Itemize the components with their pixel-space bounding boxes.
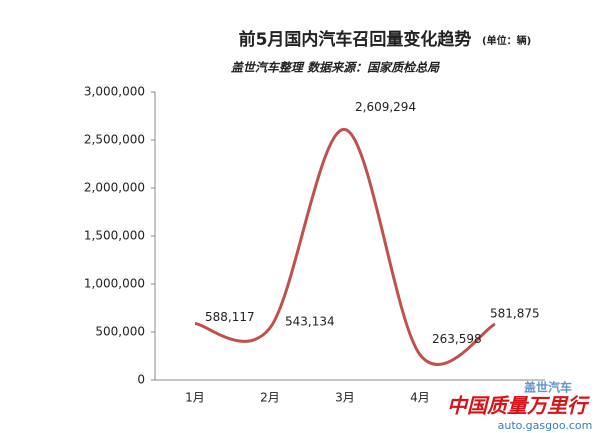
- data-label: 543,134: [285, 314, 335, 328]
- data-label: 581,875: [490, 307, 540, 321]
- watermark: 盖世汽车: [524, 380, 572, 395]
- data-label: 2,609,294: [355, 100, 416, 114]
- line-series: [194, 128, 496, 366]
- watermark: 中国质量万里行: [447, 394, 590, 418]
- y-tick-label: 2,500,000: [84, 133, 145, 147]
- chart-subtitle: 盖世汽车整理 数据来源：国家质检总局: [231, 61, 440, 75]
- x-tick-label: 1月: [185, 391, 205, 405]
- y-tick-label: 500,000: [95, 325, 145, 339]
- watermark: auto.gasgoo.com: [498, 419, 593, 432]
- x-tick-label: 3月: [335, 391, 355, 405]
- y-tick-label: 1,500,000: [84, 229, 145, 243]
- y-tick-label: 3,000,000: [84, 85, 145, 99]
- unit-label: (单位：辆): [482, 34, 531, 47]
- x-tick-label: 4月: [410, 391, 430, 405]
- y-tick-label: 2,000,000: [84, 181, 145, 195]
- y-tick-label: 1,000,000: [84, 277, 145, 291]
- x-tick-label: 2月: [260, 391, 280, 405]
- chart-title: 前5月国内汽车召回量变化趋势: [239, 29, 472, 50]
- y-tick-label: 0: [137, 373, 145, 387]
- data-label: 263,598: [432, 332, 482, 346]
- data-label: 588,117: [205, 310, 255, 324]
